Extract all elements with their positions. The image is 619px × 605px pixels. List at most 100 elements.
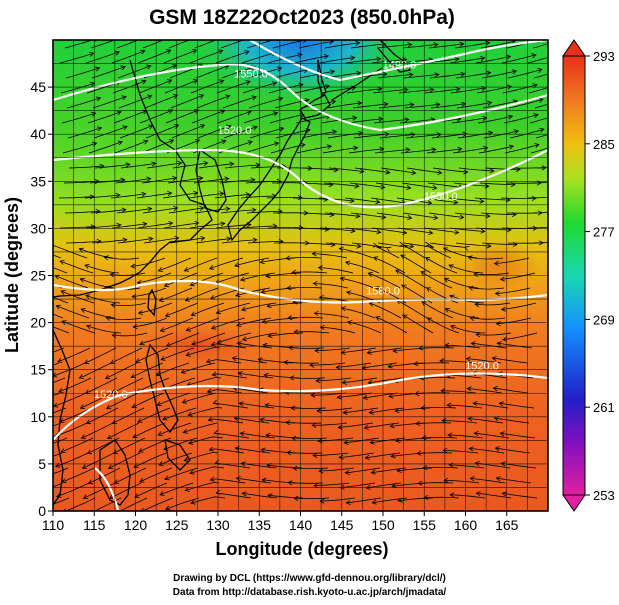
streamline-arrow	[511, 69, 518, 75]
colorbar-tick-label: 277	[593, 225, 615, 240]
streamline	[53, 392, 61, 397]
streamline	[244, 142, 279, 154]
streamline	[182, 392, 217, 403]
streamline-arrow	[190, 311, 196, 317]
streamline-arrow	[172, 94, 179, 99]
streamline-arrow	[151, 161, 157, 167]
streamline-arrow	[558, 82, 562, 86]
streamline	[195, 65, 229, 79]
streamline	[224, 164, 260, 169]
streamline	[209, 257, 244, 270]
streamline-arrow	[159, 491, 165, 496]
streamline	[319, 467, 355, 472]
streamline-arrow	[365, 484, 371, 490]
streamline-arrow	[463, 245, 470, 251]
streamline-arrow	[145, 35, 150, 39]
streamline-arrow	[362, 394, 368, 400]
streamline	[318, 437, 354, 442]
streamline-arrow	[382, 71, 388, 77]
streamline	[94, 164, 130, 169]
streamline-arrow	[251, 95, 257, 101]
streamline-arrow	[199, 124, 206, 129]
streamline-arrow	[344, 469, 350, 475]
streamline-arrow	[407, 42, 413, 48]
streamline-arrow	[212, 399, 218, 405]
streamline	[337, 392, 373, 398]
streamline-arrow	[105, 404, 112, 410]
streamline-arrow	[376, 229, 382, 235]
streamline-arrow	[168, 139, 175, 144]
streamline-arrow	[219, 191, 225, 197]
streamline-arrow	[80, 308, 86, 313]
streamline	[210, 478, 246, 484]
streamline-arrow	[415, 420, 421, 426]
streamline	[285, 421, 322, 424]
streamline-arrow	[58, 388, 64, 393]
streamline	[287, 316, 324, 319]
streamline	[350, 212, 386, 218]
streamline-arrow	[34, 446, 38, 450]
streamline-arrow	[425, 287, 432, 292]
streamline-arrow	[260, 288, 266, 294]
streamline	[215, 272, 250, 284]
streamline-arrow	[60, 448, 66, 454]
streamline-arrow	[168, 221, 174, 227]
streamline	[111, 223, 147, 229]
streamline	[221, 239, 257, 244]
streamline-arrow	[197, 35, 202, 39]
colorbar-bottom-triangle	[562, 494, 586, 512]
streamline-arrow	[467, 255, 473, 261]
x-tick-label: 140	[289, 517, 313, 533]
streamline-arrow	[35, 476, 40, 480]
streamline	[532, 211, 548, 214]
streamline-arrow	[440, 388, 446, 394]
streamline	[428, 244, 452, 259]
streamline	[115, 178, 151, 184]
streamline-arrow	[130, 263, 136, 269]
streamline-arrow	[290, 405, 296, 411]
streamline-arrow	[310, 392, 316, 398]
streamline-arrow	[86, 324, 92, 330]
streamline-arrow	[188, 439, 194, 445]
streamline	[400, 254, 432, 274]
y-tick-label: 30	[30, 220, 46, 236]
streamline-arrow	[265, 273, 271, 279]
streamline-arrow	[210, 324, 217, 330]
streamline-arrow	[173, 205, 179, 212]
grid	[53, 40, 548, 511]
streamline-arrow	[267, 493, 273, 499]
streamline-arrow	[234, 262, 240, 268]
streamline-arrow	[32, 386, 36, 390]
streamline-arrow	[318, 468, 324, 474]
temperature-field: 1520.01550.01550.01490.01580.01520.01520…	[32, 35, 562, 511]
streamline-arrow	[82, 494, 89, 499]
borneo-coastline	[99, 439, 131, 506]
streamline	[402, 44, 438, 49]
streamline-arrow	[286, 285, 292, 291]
streamline	[64, 497, 96, 511]
streamline-arrow	[431, 147, 437, 153]
streamline-arrow	[368, 301, 374, 307]
streamline	[241, 52, 276, 64]
streamline-arrow	[208, 265, 215, 270]
streamline	[369, 302, 402, 319]
streamline-arrow	[500, 306, 506, 312]
colorbar-tick-label: 261	[593, 400, 615, 415]
streamline	[234, 417, 270, 424]
streamline-arrow	[356, 243, 362, 249]
streamline	[495, 287, 531, 294]
streamline	[216, 492, 252, 499]
streamline	[137, 49, 171, 64]
streamline-arrow	[323, 54, 330, 60]
streamline-arrow	[156, 401, 162, 407]
streamline-arrow	[380, 184, 386, 190]
streamline-arrow	[339, 276, 345, 282]
streamline	[196, 95, 230, 109]
streamline	[117, 65, 151, 79]
streamline-arrow	[241, 336, 248, 342]
streamline	[320, 326, 356, 334]
streamline-arrow	[395, 269, 401, 275]
streamline	[132, 422, 166, 438]
streamline-arrow	[345, 499, 351, 505]
streamline	[450, 494, 486, 499]
